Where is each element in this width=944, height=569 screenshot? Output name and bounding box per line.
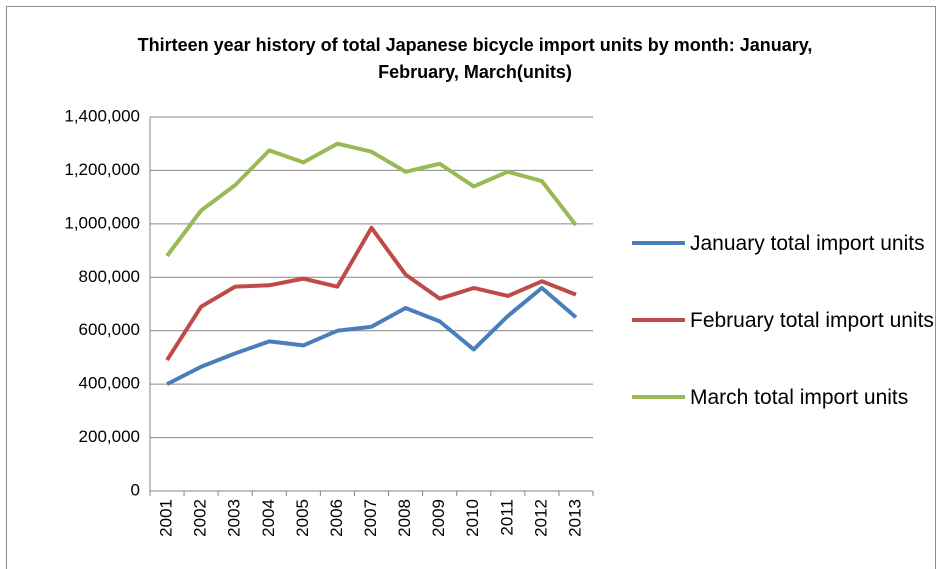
- y-tick-label: 200,000: [79, 427, 140, 446]
- legend-label: February total import units: [690, 309, 934, 332]
- x-tick-label: 2011: [497, 499, 516, 536]
- x-tick-label: 2007: [361, 499, 380, 537]
- y-tick-label: 1,400,000: [64, 106, 140, 125]
- x-tick-label: 2003: [225, 499, 244, 537]
- y-tick-label: 0: [131, 480, 140, 499]
- x-tick-label: 2005: [293, 499, 312, 537]
- y-tick-label: 1,000,000: [64, 213, 140, 232]
- x-tick-label: 2001: [157, 499, 176, 537]
- legend-label: March total import units: [690, 386, 909, 409]
- x-tick-label: 2009: [429, 499, 448, 537]
- x-tick-label: 2002: [191, 499, 210, 537]
- x-tick-label: 2010: [463, 499, 482, 537]
- x-tick-label: 2006: [327, 499, 346, 537]
- x-tick-label: 2008: [395, 499, 414, 537]
- y-tick-label: 400,000: [79, 374, 140, 393]
- chart-title: Thirteen year history of total Japanese …: [137, 35, 813, 82]
- series-line: [166, 285, 578, 386]
- y-tick-label: 800,000: [79, 267, 140, 286]
- chart-frame: [6, 6, 936, 569]
- series-line: [165, 141, 578, 258]
- y-tick-label: 1,200,000: [64, 160, 140, 179]
- x-tick-label: 2012: [531, 499, 550, 537]
- x-tick-label: 2013: [565, 499, 584, 537]
- y-tick-label: 600,000: [79, 320, 140, 339]
- legend-label: January total import units: [690, 232, 925, 255]
- x-tick-label: 2004: [259, 499, 278, 537]
- series-line: [165, 225, 577, 362]
